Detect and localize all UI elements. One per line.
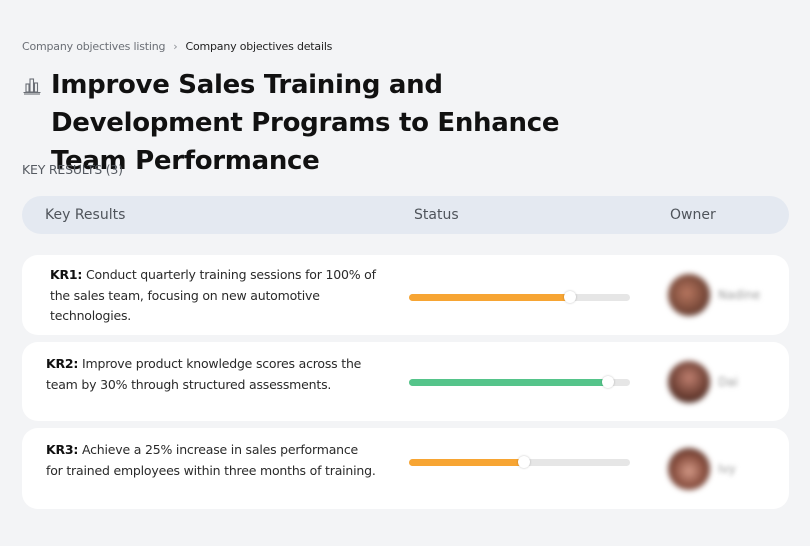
breadcrumb-link-listing[interactable]: Company objectives listing [22,40,166,53]
progress-bar [409,376,630,388]
progress-knob [517,456,530,468]
key-result-id: KR1: [50,267,83,282]
key-result-description: KR2: Improve product knowledge scores ac… [46,354,376,395]
key-results-count-label: KEY RESULTS (3) [22,162,123,177]
owner: Dai [668,361,738,403]
key-result-description: KR3: Achieve a 25% increase in sales per… [46,440,376,481]
key-result-description: KR1: Conduct quarterly training sessions… [50,265,380,327]
key-result-text: Achieve a 25% increase in sales performa… [46,442,376,478]
column-header-owner: Owner [670,207,716,223]
key-result-id: KR3: [46,442,79,457]
progress-bar [409,291,630,303]
progress-knob [601,376,614,388]
owner: Nadine [668,274,760,316]
avatar [668,361,710,403]
building-chart-icon [23,78,41,95]
column-header-key-results: Key Results [45,207,126,223]
progress-fill [409,379,608,386]
breadcrumb: Company objectives listing › Company obj… [22,40,332,53]
avatar [668,448,710,490]
objective-header: Improve Sales Training and Development P… [22,66,631,180]
key-result-id: KR2: [46,356,79,371]
key-result-row[interactable]: KR2: Improve product knowledge scores ac… [22,342,789,421]
key-result-row[interactable]: KR3: Achieve a 25% increase in sales per… [22,428,789,509]
page-title: Improve Sales Training and Development P… [51,70,560,176]
progress-knob [564,291,577,303]
table-header: Key Results Status Owner [22,196,789,234]
progress-fill [409,459,524,466]
owner-name: Dai [718,375,738,389]
column-header-status: Status [414,207,459,223]
breadcrumb-current: Company objectives details [185,40,333,53]
progress-fill [409,294,571,301]
key-result-text: Conduct quarterly training sessions for … [50,267,376,323]
key-result-text: Improve product knowledge scores across … [46,356,362,392]
key-result-row[interactable]: KR1: Conduct quarterly training sessions… [22,255,789,335]
owner-name: Ivy [718,462,736,476]
chevron-right-icon: › [173,40,178,53]
avatar [668,274,710,316]
owner-name: Nadine [718,288,761,302]
progress-bar [409,456,630,468]
owner: Ivy [668,448,736,490]
